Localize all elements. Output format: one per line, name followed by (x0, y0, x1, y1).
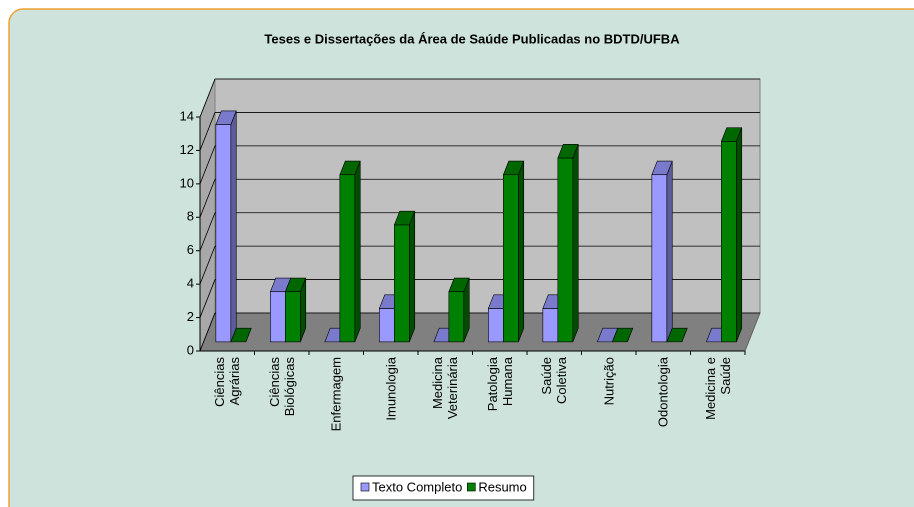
bar (379, 308, 395, 343)
bar-top (230, 327, 252, 343)
bar (448, 291, 465, 343)
legend-label: Texto Completo (372, 479, 462, 494)
bar (721, 141, 737, 343)
y-tick-label: 12 (180, 142, 194, 157)
bar-side (572, 144, 579, 342)
x-tick-label: Saúde Coletiva (539, 357, 570, 404)
grid-line (199, 145, 216, 185)
bar-side (230, 110, 237, 342)
bar (270, 291, 286, 343)
x-tick-label: Imunologia (383, 357, 399, 421)
bar (651, 174, 668, 343)
y-tick-label: 14 (180, 108, 194, 123)
grid-line (199, 112, 216, 151)
grid-line (199, 78, 216, 118)
bar-top (611, 327, 634, 343)
bar-side (666, 160, 673, 342)
side-wall (199, 78, 216, 352)
bar (557, 157, 574, 343)
legend-label: Resumo (478, 479, 526, 494)
legend-swatch (467, 482, 476, 492)
grid-line (199, 212, 216, 251)
bar (488, 308, 504, 343)
bar (339, 174, 356, 343)
bar (503, 174, 519, 343)
bar-top (215, 110, 237, 125)
bar-top (284, 277, 307, 293)
x-tick-label: Nutrição (601, 357, 617, 406)
bar-top (720, 127, 743, 142)
bar-side (354, 160, 361, 342)
y-tick-label: 4 (187, 276, 194, 291)
x-tick-label: Medicina e Saúde (702, 357, 733, 420)
grid-line (199, 179, 216, 218)
x-tick-label: Patologia Humana (484, 357, 515, 412)
bar-top (502, 160, 525, 176)
grid-line (199, 312, 216, 352)
y-tick-label: 6 (187, 242, 194, 257)
bar-top (339, 160, 361, 176)
x-tick-label: Medicina Veterinária (430, 357, 461, 420)
x-tick-label: Ciências Biológicas (266, 357, 297, 417)
bar-side (736, 127, 743, 342)
x-tick-label: Enfermagem (328, 357, 344, 432)
bar-side (518, 160, 525, 342)
bar-top (393, 210, 416, 226)
bar-top (557, 144, 579, 159)
y-tick-label: 2 (187, 309, 194, 324)
bar-top (651, 160, 673, 176)
bar (215, 124, 232, 343)
bar (542, 308, 559, 343)
chart-title: Teses e Dissertações da Área de Saúde Pu… (264, 31, 680, 46)
bar-top (448, 277, 470, 293)
bar-side (409, 211, 416, 342)
bar-top (666, 327, 688, 343)
x-tick-label: Ciências Agrárias (212, 357, 243, 407)
x-tick-label: Odontologia (655, 357, 671, 428)
legend (352, 475, 535, 501)
grid-line (199, 245, 216, 285)
y-tick-label: 0 (187, 342, 194, 357)
bar (285, 291, 301, 343)
legend-swatch (360, 482, 370, 492)
bar (394, 224, 410, 343)
y-tick-label: 10 (180, 175, 194, 190)
y-tick-label: 8 (187, 209, 194, 224)
grid-line (199, 279, 216, 318)
